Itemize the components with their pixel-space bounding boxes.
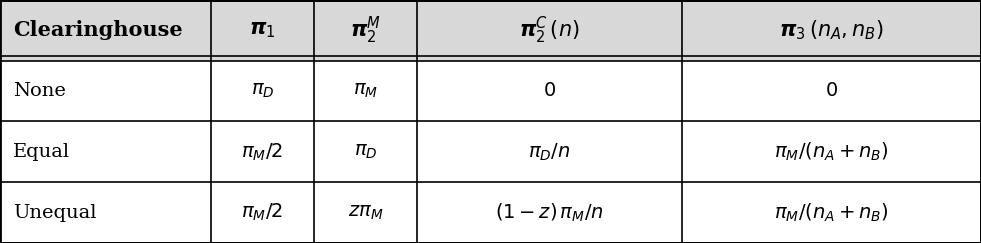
Bar: [682, 182, 981, 243]
Text: $\pi_D$: $\pi_D$: [250, 82, 275, 100]
Bar: [314, 61, 417, 122]
Text: Clearinghouse: Clearinghouse: [13, 20, 182, 40]
Text: $0$: $0$: [825, 82, 838, 100]
Text: $\boldsymbol{\pi}_1$: $\boldsymbol{\pi}_1$: [249, 21, 276, 40]
Text: $\pi_M/(n_A+n_B)$: $\pi_M/(n_A+n_B)$: [774, 201, 889, 224]
Text: $0$: $0$: [542, 82, 556, 100]
Bar: [211, 122, 314, 182]
Text: $\boldsymbol{\pi}_2^{M}$: $\boldsymbol{\pi}_2^{M}$: [350, 15, 381, 46]
Text: $\pi_M/(n_A+n_B)$: $\pi_M/(n_A+n_B)$: [774, 141, 889, 163]
Text: $\pi_D$: $\pi_D$: [353, 143, 378, 161]
Bar: [314, 0, 417, 61]
Bar: [0, 182, 211, 243]
Bar: [0, 0, 211, 61]
Text: $(1-z)\,\pi_M/n$: $(1-z)\,\pi_M/n$: [495, 201, 603, 224]
Bar: [417, 182, 682, 243]
Bar: [417, 122, 682, 182]
Bar: [211, 0, 314, 61]
Bar: [682, 61, 981, 122]
Text: $\pi_M/2$: $\pi_M/2$: [241, 141, 284, 163]
Text: $\pi_M$: $\pi_M$: [353, 82, 378, 100]
Text: $\boldsymbol{\pi}_2^{C}\,(n)$: $\boldsymbol{\pi}_2^{C}\,(n)$: [519, 15, 580, 46]
Text: Equal: Equal: [13, 143, 70, 161]
Bar: [211, 182, 314, 243]
Bar: [0, 122, 211, 182]
Text: $\pi_D/n$: $\pi_D/n$: [528, 141, 571, 163]
Bar: [682, 0, 981, 61]
Bar: [314, 182, 417, 243]
Text: Unequal: Unequal: [13, 204, 96, 222]
Text: $z\pi_M$: $z\pi_M$: [347, 203, 384, 222]
Bar: [417, 61, 682, 122]
Bar: [0, 61, 211, 122]
Bar: [314, 122, 417, 182]
Text: $\boldsymbol{\pi}_3\,(n_A,n_B)$: $\boldsymbol{\pi}_3\,(n_A,n_B)$: [779, 18, 884, 42]
Text: $\pi_M/2$: $\pi_M/2$: [241, 202, 284, 223]
Text: None: None: [13, 82, 66, 100]
Bar: [417, 0, 682, 61]
Bar: [682, 122, 981, 182]
Bar: [211, 61, 314, 122]
